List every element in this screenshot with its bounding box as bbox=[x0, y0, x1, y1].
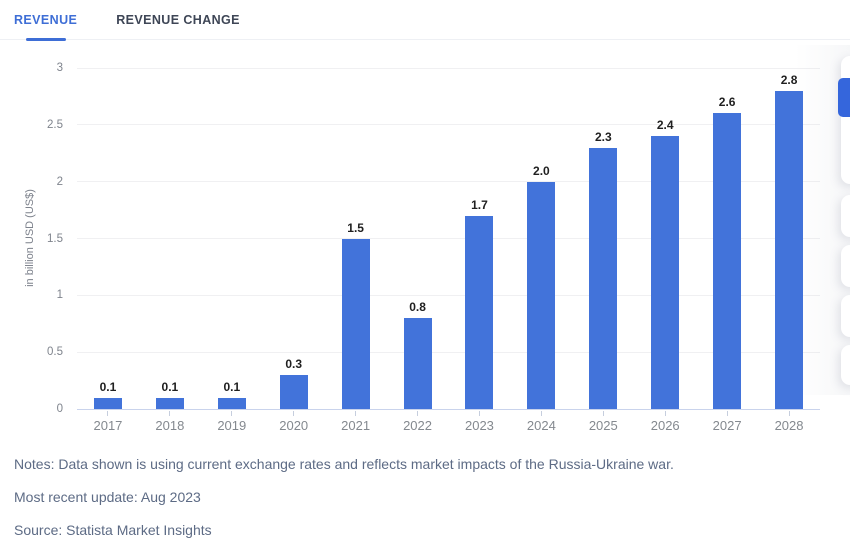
gridline bbox=[77, 67, 820, 69]
bar-2020[interactable] bbox=[279, 374, 308, 409]
x-axis-tick bbox=[417, 411, 419, 416]
bar-2026[interactable] bbox=[651, 136, 680, 409]
bar-value-label: 0.1 bbox=[161, 379, 179, 394]
bar-value-label: 2.6 bbox=[718, 95, 736, 110]
gridline bbox=[77, 351, 820, 353]
x-axis-tick bbox=[602, 411, 604, 416]
gridline bbox=[77, 181, 820, 183]
x-axis-tick bbox=[231, 411, 233, 416]
notes-line: Notes: Data shown is using current excha… bbox=[14, 456, 674, 472]
gridline bbox=[77, 238, 820, 239]
x-axis-tick bbox=[788, 411, 790, 416]
plot-area: 0.1 2017 0.1 2018 0.1 2019 0.3 2020 1.5 2021 0.8 20… bbox=[77, 67, 820, 433]
chart-footnotes: Notes: Data shown is using current excha… bbox=[14, 455, 820, 554]
gridline bbox=[77, 294, 820, 296]
x-axis-label: 2020 bbox=[279, 418, 309, 433]
bar-value-label: 1.7 bbox=[471, 197, 488, 212]
x-axis-line bbox=[77, 408, 820, 410]
right-rail-card[interactable] bbox=[841, 345, 850, 385]
bar-2018[interactable] bbox=[155, 397, 184, 409]
x-axis-label: 2026 bbox=[650, 418, 680, 433]
y-axis-tick-label: 1.5 bbox=[47, 232, 63, 245]
bar-2019[interactable] bbox=[217, 397, 246, 409]
x-axis-tick bbox=[107, 411, 109, 416]
y-axis-tick-label: 2.5 bbox=[47, 118, 63, 131]
bar-2017[interactable] bbox=[93, 397, 122, 409]
bar-2025[interactable] bbox=[589, 147, 618, 409]
x-axis-label: 2027 bbox=[712, 418, 742, 433]
x-axis-label: 2024 bbox=[526, 418, 556, 433]
bar-2024[interactable] bbox=[527, 181, 556, 409]
y-axis-tick-label: 1 bbox=[56, 289, 63, 302]
y-axis-tick-label: 0 bbox=[56, 403, 63, 415]
bar-2022[interactable] bbox=[403, 318, 432, 409]
bar-value-label: 1.5 bbox=[347, 220, 364, 235]
x-axis-label: 2019 bbox=[217, 418, 247, 433]
bar-value-label: 2.4 bbox=[656, 118, 674, 133]
x-axis-label: 2022 bbox=[403, 418, 432, 433]
tab-bar: REVENUE REVENUE CHANGE bbox=[0, 0, 850, 40]
gridline bbox=[77, 124, 820, 126]
x-axis-label: 2021 bbox=[341, 418, 371, 433]
bar-value-label: 2.3 bbox=[594, 129, 612, 144]
right-rail-card[interactable] bbox=[841, 56, 850, 184]
bar-2028[interactable] bbox=[775, 90, 804, 409]
x-axis-tick bbox=[293, 411, 295, 416]
x-axis-tick bbox=[169, 411, 171, 416]
x-axis-label: 2023 bbox=[464, 418, 494, 433]
y-axis-tick-label: 2 bbox=[56, 175, 63, 188]
x-axis-label: 2018 bbox=[155, 418, 185, 433]
right-rail-selected-chip[interactable] bbox=[838, 78, 850, 117]
right-rail-card[interactable] bbox=[841, 195, 850, 237]
right-rail-card[interactable] bbox=[841, 245, 850, 287]
bar-value-label: 0.8 bbox=[409, 300, 426, 315]
right-rail-card[interactable] bbox=[841, 295, 850, 337]
bar-value-label: 0.1 bbox=[223, 379, 241, 394]
bar-value-label: 0.1 bbox=[99, 379, 117, 394]
x-axis-label: 2025 bbox=[588, 418, 618, 433]
bar-value-label: 0.3 bbox=[285, 356, 303, 371]
x-axis-label: 2017 bbox=[93, 418, 123, 433]
x-axis-label: 2028 bbox=[774, 418, 804, 433]
x-axis-tick bbox=[540, 411, 542, 416]
bar-value-label: 2.0 bbox=[533, 163, 550, 178]
tab-revenue-change[interactable]: REVENUE CHANGE bbox=[116, 12, 240, 27]
bar-2021[interactable] bbox=[341, 238, 370, 409]
x-axis-tick bbox=[478, 411, 480, 416]
bar-chart: in billion USD (US$) 0 0.5 1 1.5 2 2.5 3 0.1 20… bbox=[0, 62, 843, 433]
update-line: Most recent update: Aug 2023 bbox=[14, 489, 201, 505]
bar-value-label: 2.8 bbox=[780, 72, 798, 87]
x-axis-tick bbox=[355, 411, 357, 416]
bar-2027[interactable] bbox=[713, 113, 742, 409]
x-axis-tick bbox=[664, 411, 666, 416]
y-axis-tick-label: 0.5 bbox=[47, 346, 63, 359]
source-line: Source: Statista Market Insights bbox=[14, 522, 212, 538]
y-axis: 0 0.5 1 1.5 2 2.5 3 bbox=[0, 62, 63, 415]
bar-2023[interactable] bbox=[465, 215, 494, 409]
tab-revenue[interactable]: REVENUE bbox=[14, 0, 77, 39]
y-axis-tick-label: 3 bbox=[56, 62, 63, 74]
x-axis-tick bbox=[726, 411, 728, 416]
